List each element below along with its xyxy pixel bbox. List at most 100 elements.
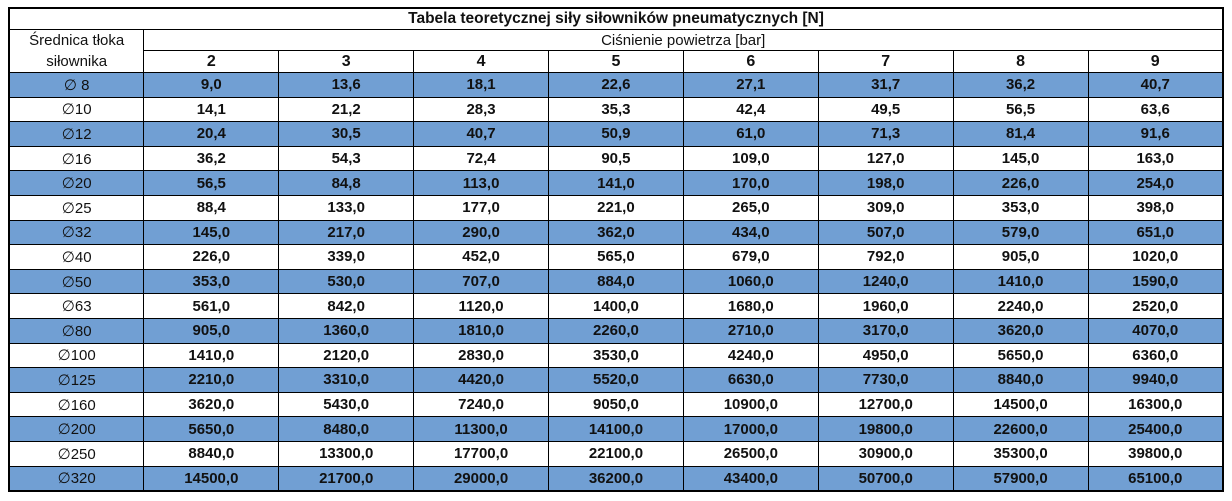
force-value-cell: 362,0 [548,219,684,246]
force-value-cell: 7240,0 [413,391,549,418]
table-row: ∅12 20,4 30,5 40,7 50,9 61,0 71,3 81,4 91,6 [8,121,1224,147]
diameter-cell: ∅ 8 [8,72,145,98]
table-title: Tabela teoretycznej siły siłowników pneu… [8,7,1224,30]
force-value-cell: 145,0 [952,145,1089,172]
force-value-cell: 71,3 [817,121,954,147]
force-value-cell: 6360,0 [1087,342,1224,369]
force-value-cell: 39800,0 [1087,440,1224,467]
force-value-cell: 1240,0 [817,268,954,295]
force-value-cell: 81,4 [952,121,1089,147]
force-value-cell: 6630,0 [682,367,819,393]
force-value-cell: 16300,0 [1087,391,1224,418]
force-value-cell: 1020,0 [1087,244,1224,270]
force-value-cell: 5650,0 [952,342,1089,369]
row-header-diameter: Średnica tłoka siłownika [8,29,145,73]
pneumatic-force-table: Tabela teoretycznej siły siłowników pneu… [8,7,1224,493]
force-value-cell: 254,0 [1087,170,1224,196]
force-value-cell: 707,0 [413,268,549,295]
diameter-cell: ∅50 [8,268,145,295]
force-value-cell: 4240,0 [682,342,819,369]
diameter-cell: ∅25 [8,194,145,221]
force-value-cell: 353,0 [143,268,280,295]
force-value-cell: 113,0 [413,170,549,196]
pressure-col-header: 6 [682,50,819,73]
force-value-cell: 309,0 [817,194,954,221]
pressure-col-header: 9 [1087,50,1224,73]
force-value-cell: 170,0 [682,170,819,196]
force-value-cell: 13300,0 [278,440,415,467]
force-value-cell: 54,3 [278,145,415,172]
force-value-cell: 36,2 [143,145,280,172]
force-value-cell: 530,0 [278,268,415,295]
table-row: ∅10 14,1 21,2 28,3 35,3 42,4 49,5 56,5 63,6 [8,96,1224,123]
force-value-cell: 17000,0 [682,416,819,442]
table-row: ∅200 5650,0 8480,0 11300,0 14100,0 17000,0 198… [8,416,1224,442]
force-value-cell: 22,6 [548,72,684,98]
force-value-cell: 1360,0 [278,317,415,344]
force-value-cell: 2240,0 [952,293,1089,319]
force-value-cell: 1810,0 [413,317,549,344]
force-value-cell: 12700,0 [817,391,954,418]
force-value-cell: 35300,0 [952,440,1089,467]
force-value-cell: 25400,0 [1087,416,1224,442]
force-value-cell: 4420,0 [413,367,549,393]
table-row: ∅25 88,4 133,0 177,0 221,0 265,0 309,0 353,0 398… [8,194,1224,221]
force-value-cell: 19800,0 [817,416,954,442]
force-value-cell: 141,0 [548,170,684,196]
diameter-cell: ∅100 [8,342,145,369]
force-value-cell: 3620,0 [952,317,1089,344]
diameter-cell: ∅20 [8,170,145,196]
force-value-cell: 8480,0 [278,416,415,442]
force-value-cell: 43400,0 [682,465,819,492]
force-value-cell: 9,0 [143,72,280,98]
force-value-cell: 842,0 [278,293,415,319]
diameter-cell: ∅63 [8,293,145,319]
table-row: ∅160 3620,0 5430,0 7240,0 9050,0 10900,0 12700… [8,391,1224,418]
force-value-cell: 1410,0 [143,342,280,369]
force-value-cell: 13,6 [278,72,415,98]
force-value-cell: 1400,0 [548,293,684,319]
force-value-cell: 339,0 [278,244,415,270]
force-value-cell: 2120,0 [278,342,415,369]
force-value-cell: 4070,0 [1087,317,1224,344]
force-value-cell: 17700,0 [413,440,549,467]
force-value-cell: 3170,0 [817,317,954,344]
force-value-cell: 109,0 [682,145,819,172]
force-value-cell: 145,0 [143,219,280,246]
force-value-cell: 29000,0 [413,465,549,492]
force-value-cell: 2260,0 [548,317,684,344]
force-value-cell: 63,6 [1087,96,1224,123]
force-value-cell: 5520,0 [548,367,684,393]
force-value-cell: 7730,0 [817,367,954,393]
diameter-cell: ∅250 [8,440,145,467]
force-value-cell: 56,5 [143,170,280,196]
diameter-cell: ∅80 [8,317,145,344]
force-value-cell: 56,5 [952,96,1089,123]
force-value-cell: 91,6 [1087,121,1224,147]
force-value-cell: 1060,0 [682,268,819,295]
table-body: ∅ 8 9,0 13,6 18,1 22,6 27,1 31,7 36,2 40,7 ∅10 14,… [8,72,1224,492]
table-row: ∅16 36,2 54,3 72,4 90,5 109,0 127,0 145,0 163,0 [8,145,1224,172]
force-value-cell: 177,0 [413,194,549,221]
diameter-cell: ∅40 [8,244,145,270]
force-value-cell: 265,0 [682,194,819,221]
force-value-cell: 163,0 [1087,145,1224,172]
table-row: ∅63 561,0 842,0 1120,0 1400,0 1680,0 1960,0 224… [8,293,1224,319]
force-value-cell: 792,0 [817,244,954,270]
force-value-cell: 49,5 [817,96,954,123]
column-group-header-pressure: Ciśnienie powietrza [bar] [143,29,1224,51]
force-value-cell: 226,0 [952,170,1089,196]
table-row: ∅320 14500,0 21700,0 29000,0 36200,0 43400,0 5… [8,465,1224,492]
force-value-cell: 30900,0 [817,440,954,467]
force-value-cell: 651,0 [1087,219,1224,246]
table-row: ∅32 145,0 217,0 290,0 362,0 434,0 507,0 579,0 65… [8,219,1224,246]
force-value-cell: 14,1 [143,96,280,123]
force-value-cell: 14100,0 [548,416,684,442]
force-value-cell: 3310,0 [278,367,415,393]
force-value-cell: 40,7 [1087,72,1224,98]
diameter-cell: ∅320 [8,465,145,492]
force-value-cell: 434,0 [682,219,819,246]
diameter-cell: ∅16 [8,145,145,172]
force-value-cell: 3620,0 [143,391,280,418]
